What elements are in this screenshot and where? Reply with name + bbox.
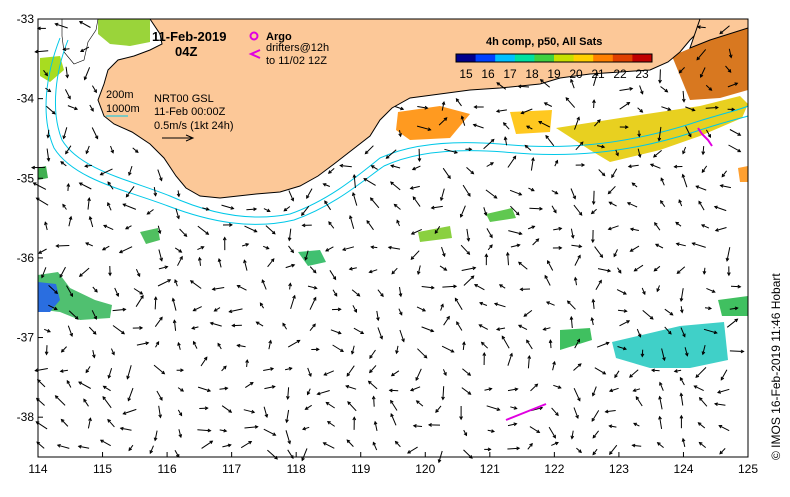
x-tick-label: 121 (480, 462, 500, 476)
sst-colorbar (456, 54, 653, 62)
current-arrow (56, 246, 69, 247)
y-tick-label: -34 (17, 92, 35, 106)
colorbar-tick-label: 15 (459, 67, 473, 81)
y-tick-label: -36 (17, 251, 35, 265)
x-tick-label: 123 (609, 462, 629, 476)
y-tick-label: -37 (17, 331, 35, 345)
colorbar-tick-label: 17 (503, 67, 517, 81)
sst-patch (510, 110, 552, 134)
x-tick-label: 124 (673, 462, 693, 476)
drifters-label-2: to 11/02 12Z (266, 55, 327, 67)
isobath-200-label: 200m (106, 89, 134, 101)
colorbar-segment (515, 54, 535, 62)
product-label: NRT00 GSL (154, 93, 214, 105)
current-arrow (660, 69, 661, 82)
time-title: 04Z (175, 44, 197, 59)
colorbar-tick-label: 21 (591, 67, 605, 81)
product-time: 11-Feb 00:00Z (154, 106, 226, 118)
colorbar-segment (593, 54, 613, 62)
credit-label: © IMOS 16-Feb-2019 11:46 Hobart (769, 273, 783, 460)
arrow-scale-label: 0.5m/s (1kt 24h) (154, 120, 233, 132)
colorbar-segment (456, 54, 476, 62)
current-arrow (155, 297, 156, 309)
drifters-label-1: drifters@12h (266, 42, 329, 54)
y-tick-label: -33 (17, 12, 35, 26)
colorbar-tick-label: 20 (569, 67, 583, 81)
current-arrow (594, 191, 595, 204)
isobath-1000-label: 1000m (106, 103, 140, 115)
y-tick-label: -38 (17, 410, 35, 424)
x-tick-label: 116 (158, 462, 177, 476)
colorbar-tick-label: 18 (525, 67, 539, 81)
colorbar-segment (554, 54, 574, 62)
colorbar-tick-label: 19 (547, 67, 561, 81)
colorbar-segment (495, 54, 515, 62)
sst-colorbar-ticks: 15 16 17 18 19 20 21 22 23 (459, 67, 649, 81)
x-tick-label: 125 (738, 462, 758, 476)
colorbar-segment (613, 54, 633, 62)
x-tick-label: 117 (222, 462, 241, 476)
colorbar-segment (534, 54, 554, 62)
y-tick-label: -35 (17, 171, 35, 185)
x-tick-label: 122 (544, 462, 564, 476)
x-tick-label: 119 (351, 462, 370, 476)
colorbar-tick-label: 23 (635, 67, 649, 81)
x-tick-label: 114 (28, 462, 47, 476)
colorbar-segment (476, 54, 496, 62)
date-title: 11-Feb-2019 (152, 29, 226, 44)
current-arrow (529, 208, 542, 209)
x-tick-label: 115 (93, 462, 112, 476)
colorbar-tick-label: 16 (481, 67, 495, 81)
colorbar-segment (574, 54, 594, 62)
colorbar-segment (632, 54, 652, 62)
sst-title: 4h comp, p50, All Sats (486, 36, 602, 48)
colorbar-tick-label: 22 (613, 67, 627, 81)
x-tick-label: 118 (287, 462, 306, 476)
x-tick-label: 120 (415, 462, 435, 476)
current-arrow (730, 351, 744, 352)
